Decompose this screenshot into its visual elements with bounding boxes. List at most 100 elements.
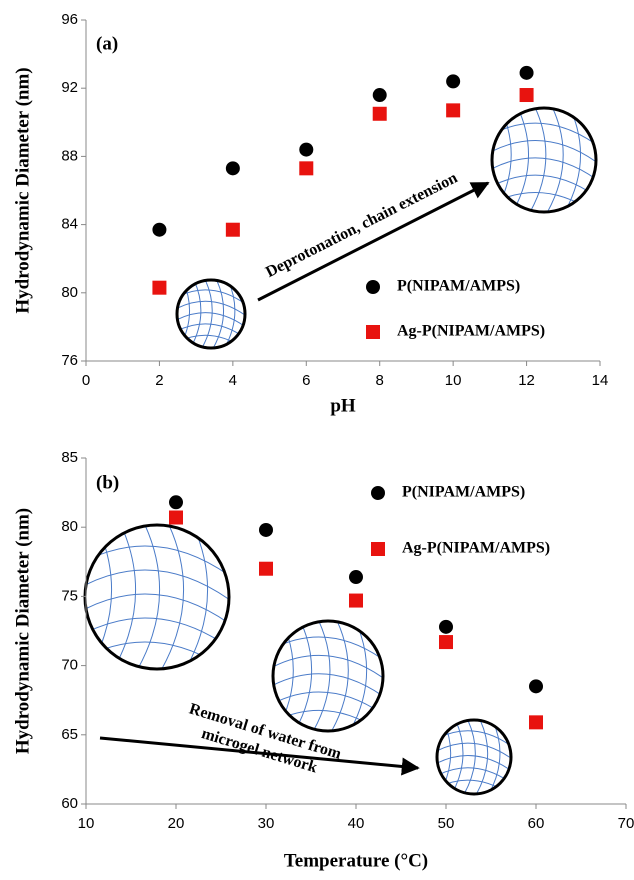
mesh-line [137,525,161,669]
x-tick-label: 50 [438,815,455,832]
y-tick-label: 88 [61,147,78,164]
legend-marker [366,325,380,339]
decoration [83,106,598,796]
y-tick-label: 60 [61,795,78,812]
x-tick-label: 30 [258,815,275,832]
mesh-line [273,673,383,697]
mesh-line [512,108,530,212]
mesh-line [177,300,245,316]
x-tick-label: 10 [78,815,95,832]
mesh-line [294,621,313,731]
point [529,715,543,730]
panel-label: (b) [96,472,119,493]
y-tick-label: 76 [61,352,78,369]
arrow [257,181,490,302]
mesh-line [85,545,229,576]
mesh-border [83,523,231,671]
x-tick-label: 20 [168,815,185,832]
x-tick-label: 2 [155,372,163,389]
point [372,88,387,103]
mesh-border [271,619,385,733]
point [259,522,273,537]
x-tick-label: 40 [348,815,365,832]
mesh-line [85,593,229,624]
mesh-line [451,720,464,794]
point [169,495,183,510]
point [152,222,167,237]
mesh-line [312,621,331,731]
x-axis-label: pH [330,395,356,416]
mesh-border [435,718,513,796]
mesh-line [185,525,209,669]
y-tick-label: 84 [61,216,78,233]
legend-label: Ag-P(NIPAM/AMPS) [402,540,550,557]
point [349,593,363,608]
mesh-line [113,525,137,669]
mesh-line [437,754,511,771]
x-tick-label: 8 [376,372,384,389]
panel-label: (a) [96,33,118,54]
mesh-line [492,140,596,163]
mesh-border [490,106,598,214]
y-tick-label: 80 [61,518,78,535]
point [349,570,363,585]
point [152,280,167,295]
mesh-line [492,157,596,180]
legend-marker [366,280,380,294]
legend-label: P(NIPAM/AMPS) [397,278,520,295]
point [519,65,534,80]
point [446,103,461,118]
y-tick-label: 85 [61,449,78,466]
point [299,142,314,157]
mesh-line [85,617,229,648]
x-tick-label: 4 [229,372,237,389]
mesh-line [273,691,383,715]
mesh-line [564,108,582,212]
mesh-line [349,621,368,731]
y-tick-label: 96 [61,11,78,28]
point [225,161,240,176]
x-tick-label: 12 [518,372,535,389]
y-axis-label: Hydrodynamic Diameter (nm) [12,508,33,754]
mesh-line [547,108,564,212]
x-tick-label: 0 [82,372,90,389]
mesh-line [529,108,547,212]
x-tick-label: 70 [618,815,634,832]
annotation: Deprotonation, chain extension [263,169,460,281]
y-tick-label: 75 [61,587,78,604]
point [439,619,453,634]
mesh-border [175,278,247,350]
mesh-line [161,525,185,669]
point [169,510,183,525]
point [519,88,534,103]
mesh-line [331,621,349,731]
y-tick-label: 92 [61,79,78,96]
x-tick-label: 60 [528,815,545,832]
mesh-line [85,569,229,600]
mesh-line [476,720,489,794]
mesh-line [437,742,511,759]
x-axis-label: Temperature (°C) [284,850,428,871]
point [225,222,240,237]
mesh-line [201,280,213,348]
legend-marker [371,542,385,556]
legend-label: P(NIPAM/AMPS) [402,484,525,501]
arrow [99,736,420,776]
y-tick-label: 65 [61,726,78,743]
mesh-line [463,720,476,794]
x-tick-label: 14 [592,372,609,389]
y-tick-label: 70 [61,657,78,674]
x-tick-label: 10 [445,372,462,389]
point [439,635,453,650]
point [446,74,461,89]
x-tick-label: 6 [302,372,310,389]
legend-marker [371,486,385,500]
mesh-line [177,312,245,327]
y-axis-label: Hydrodynamic Diameter (nm) [12,67,33,313]
point [372,106,387,121]
mesh-line [212,280,225,348]
point [259,561,273,576]
legend-label: Ag-P(NIPAM/AMPS) [397,323,545,340]
mesh-line [492,174,596,197]
